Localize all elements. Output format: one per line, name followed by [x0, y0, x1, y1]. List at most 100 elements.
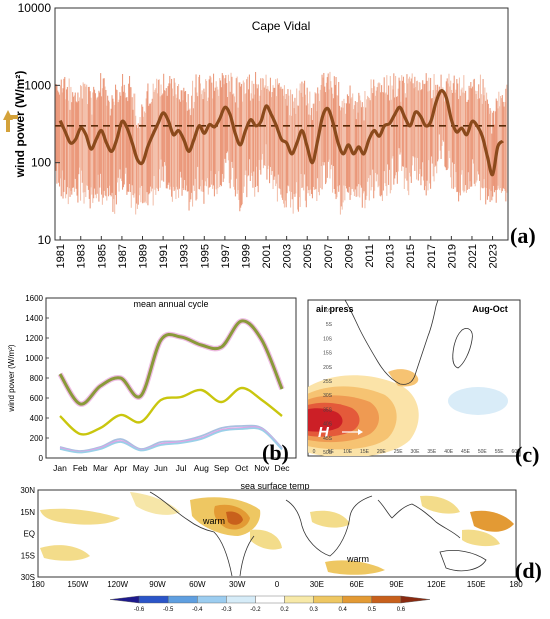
x-tick-label: 55E — [495, 449, 505, 455]
panel-c: air press Aug-Oct H 0S 5S 10S 15S 20S 25S 30S 3… — [307, 299, 539, 467]
x-tick-label: 2009 — [343, 244, 355, 268]
panel-a-label: (a) — [510, 223, 536, 248]
trend-arrow-icon — [3, 110, 18, 132]
colorbar-segment — [255, 595, 285, 604]
x-tick-label: 1993 — [179, 244, 191, 268]
y-tick-label: 1000 — [25, 354, 43, 363]
panel-c-left-title: air press — [316, 304, 354, 314]
x-tick-label: 0 — [275, 580, 280, 589]
sst-patch — [40, 545, 90, 561]
x-tick-label: 2007 — [323, 244, 335, 268]
panel-a-raw-series — [55, 71, 508, 215]
colorbar-tick-label: 0.2 — [280, 607, 289, 613]
x-tick-label: 2015 — [405, 244, 417, 268]
panel-b-title: mean annual cycle — [133, 299, 208, 309]
y-tick-label: 25S — [323, 379, 333, 385]
x-tick-label: 60E — [512, 449, 522, 455]
x-tick-label: 150W — [67, 580, 88, 589]
colorbar-tick-label: 0.5 — [368, 607, 377, 613]
series-line — [59, 426, 283, 453]
y-tick-label: 1400 — [25, 314, 43, 323]
x-tick-label: Dec — [274, 463, 290, 473]
colorbar-segment — [109, 595, 140, 604]
x-tick-label: 10E — [343, 449, 353, 455]
x-tick-label: 90E — [389, 580, 403, 589]
y-tick-label: 10S — [323, 336, 333, 342]
high-pressure-marker: H — [318, 424, 330, 441]
x-tick-label: 1983 — [76, 244, 88, 268]
warm-label-indian: warm — [346, 554, 369, 564]
panel-b-ticks: 0 200 400 600 800 1000 1200 1400 1600 Jan Feb Mar Ap… — [25, 294, 290, 473]
africa-coastline — [308, 300, 439, 385]
x-tick-label: 20E — [377, 449, 387, 455]
panel-c-label: (c) — [515, 442, 539, 467]
y-tick-label: 100 — [31, 156, 51, 170]
y-tick-label: 800 — [30, 374, 44, 383]
panel-c-x-tick-labels: 0 5E 10E 15E 20E 25E 30E 35E 40E 45E 50E 55E 60E — [313, 449, 521, 455]
sst-patch — [250, 529, 282, 550]
panel-c-y-tick-labels: 0S 5S 10S 15S 20S 25S 30S 35S 40S 45S 50S — [323, 308, 333, 456]
x-tick-label: Apr — [114, 463, 127, 473]
x-tick-label: 2005 — [302, 244, 314, 268]
y-tick-label: 10 — [38, 233, 52, 247]
y-tick-label: 30S — [323, 393, 333, 399]
x-tick-label: 50E — [478, 449, 488, 455]
panel-d-x-tick-labels: 180 150W 120W 90W 60W 30W 0 30E 60E 90E 120E 150E 18… — [31, 580, 523, 589]
y-tick-label: 600 — [30, 394, 44, 403]
sst-patch — [226, 511, 243, 525]
colorbar-segment — [167, 595, 198, 604]
x-tick-label: 35E — [427, 449, 437, 455]
sst-patch — [310, 510, 350, 528]
y-tick-label: 15S — [323, 351, 333, 357]
x-tick-label: May — [133, 463, 150, 473]
x-tick-label: 1997 — [220, 244, 232, 268]
panel-a-ticks — [55, 7, 494, 241]
x-tick-label: 1985 — [96, 244, 108, 268]
x-tick-label: 90W — [149, 580, 166, 589]
x-tick-label: 2017 — [426, 244, 438, 268]
x-tick-label: 1981 — [55, 244, 67, 268]
australia-outline — [439, 550, 487, 572]
x-tick-label: 180 — [509, 580, 523, 589]
x-tick-label: 0 — [313, 449, 316, 455]
sst-anomaly-map — [40, 491, 514, 577]
colorbar-segment — [138, 595, 169, 604]
series-line — [59, 427, 283, 454]
africa-coastline — [285, 495, 373, 557]
colorbar-segment — [284, 595, 314, 604]
x-tick-label: 2001 — [261, 244, 273, 268]
x-tick-label: 2023 — [488, 244, 500, 268]
y-tick-label: EQ — [23, 530, 35, 539]
series-line — [58, 319, 284, 406]
x-tick-label: 2013 — [385, 244, 397, 268]
x-tick-label: 2021 — [467, 244, 479, 268]
x-tick-label: 1999 — [240, 244, 252, 268]
x-tick-label: 45E — [461, 449, 471, 455]
y-tick-label: 0 — [39, 454, 44, 463]
x-tick-label: Nov — [254, 463, 270, 473]
x-tick-label: Jul — [176, 463, 187, 473]
y-tick-label: 200 — [30, 434, 44, 443]
colorbar-segment — [342, 595, 373, 604]
asia-coastline — [377, 499, 461, 539]
colorbar-segment — [197, 595, 227, 604]
colorbar-tick-label: -0.4 — [192, 607, 203, 613]
x-tick-label: 2019 — [446, 244, 458, 268]
americas-coastline — [149, 491, 233, 577]
sst-patch — [40, 508, 120, 525]
colorbar-segment — [400, 595, 431, 604]
series-line — [59, 424, 283, 452]
y-tick-label: 35S — [323, 407, 333, 413]
colorbar: -0.6 -0.5 -0.4 -0.3 -0.2 0.2 0.3 0.4 0.5 0.6 — [109, 595, 431, 613]
x-tick-label: 180 — [31, 580, 45, 589]
panel-a-y-tick-labels: 10 100 1000 10000 — [18, 1, 52, 247]
x-tick-label: Oct — [235, 463, 249, 473]
x-tick-label: 120E — [427, 580, 446, 589]
colorbar-segment — [226, 595, 256, 604]
y-tick-label: 1600 — [25, 294, 43, 303]
madagascar-outline — [452, 328, 473, 369]
panel-c-right-title: Aug-Oct — [472, 304, 508, 314]
y-tick-label: 40S — [323, 422, 333, 428]
